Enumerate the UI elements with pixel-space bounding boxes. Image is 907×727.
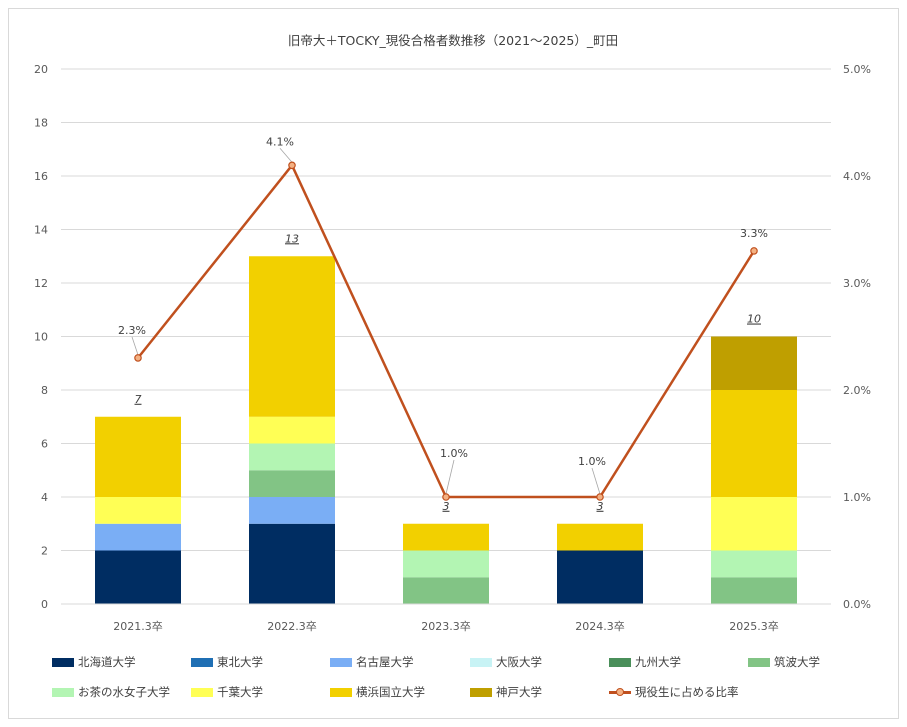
- y2-tick-label: 3.0%: [843, 277, 871, 290]
- x-tick-label: 2021.3卒: [113, 619, 163, 633]
- y-tick-label: 2: [41, 545, 48, 558]
- bar-segment: [711, 550, 797, 578]
- bar-segment: [249, 256, 335, 417]
- y-axis-left: 0 2 4 6 8 10 12 14 16 18 20: [34, 63, 48, 611]
- ratio-point: [750, 247, 758, 255]
- bar-segment: [711, 497, 797, 551]
- bar-segment: [95, 523, 181, 551]
- chart-title: 旧帝大＋TOCKY_現役合格者数推移（2021～2025）_町田: [288, 33, 618, 48]
- ratio-data-label: 1.0%: [440, 447, 468, 460]
- bar-segment: [95, 497, 181, 524]
- bar-segment: [403, 550, 489, 578]
- ratio-data-label: 2.3%: [118, 324, 146, 337]
- bar-segment: [249, 497, 335, 524]
- total-label: 3: [443, 500, 450, 513]
- y-tick-label: 8: [41, 384, 48, 397]
- y-axis-right: 0.0% 1.0% 2.0% 3.0% 4.0% 5.0%: [843, 63, 871, 611]
- ratio-point: [442, 493, 450, 501]
- bar-segment: [711, 577, 797, 604]
- bar-segment: [403, 523, 489, 551]
- ratio-line-layer: 2.3% 4.1% 1.0% 1.0% 3.3%: [118, 135, 768, 501]
- y2-tick-label: 4.0%: [843, 170, 871, 183]
- x-axis: 2021.3卒 2022.3卒 2023.3卒 2024.3卒 2025.3卒: [61, 603, 831, 633]
- ratio-data-label: 4.1%: [266, 135, 294, 148]
- ratio-point: [596, 493, 604, 501]
- y2-tick-label: 5.0%: [843, 63, 871, 76]
- bar-segment: [95, 550, 181, 604]
- y-tick-label: 12: [34, 277, 48, 290]
- data-label-leader: [591, 467, 601, 495]
- y-tick-label: 10: [34, 331, 48, 344]
- y-tick-label: 16: [34, 170, 48, 183]
- total-label: 3: [597, 500, 604, 513]
- ratio-point: [134, 354, 142, 362]
- bar-segment: [249, 523, 335, 604]
- y-tick-label: 0: [41, 598, 48, 611]
- ratio-data-label: 3.3%: [740, 227, 768, 240]
- ratio-point: [288, 161, 296, 170]
- y-tick-label: 6: [41, 438, 48, 451]
- y2-tick-label: 0.0%: [843, 598, 871, 611]
- data-label-leader: [279, 148, 293, 163]
- data-label-leader: [131, 336, 139, 356]
- total-labels: 7 13 3 3 10: [135, 232, 762, 513]
- bar-segment: [711, 336, 797, 390]
- y-tick-label: 14: [34, 224, 48, 237]
- bar-segment: [249, 443, 335, 471]
- y-tick-label: 20: [34, 63, 48, 76]
- y2-tick-label: 1.0%: [843, 491, 871, 504]
- total-label: 13: [285, 232, 299, 245]
- bar-segment: [557, 550, 643, 604]
- y-tick-label: 4: [41, 491, 48, 504]
- total-label: 10: [747, 313, 761, 326]
- y2-tick-label: 2.0%: [843, 384, 871, 397]
- bar-segment: [249, 416, 335, 444]
- x-tick-label: 2025.3卒: [729, 619, 779, 633]
- bar-segment: [95, 416, 181, 497]
- bar-segment: [403, 577, 489, 604]
- bar-segment: [711, 390, 797, 497]
- x-tick-label: 2022.3卒: [267, 619, 317, 633]
- bars-layer: [95, 256, 797, 604]
- bar-segment: [557, 523, 643, 551]
- x-tick-label: 2023.3卒: [421, 619, 471, 633]
- bar-segment: [249, 470, 335, 497]
- data-label-leader: [445, 459, 455, 495]
- ratio-data-label: 1.0%: [578, 455, 606, 468]
- y-tick-label: 18: [34, 117, 48, 130]
- total-label: 7: [135, 393, 142, 406]
- x-tick-label: 2024.3卒: [575, 619, 625, 633]
